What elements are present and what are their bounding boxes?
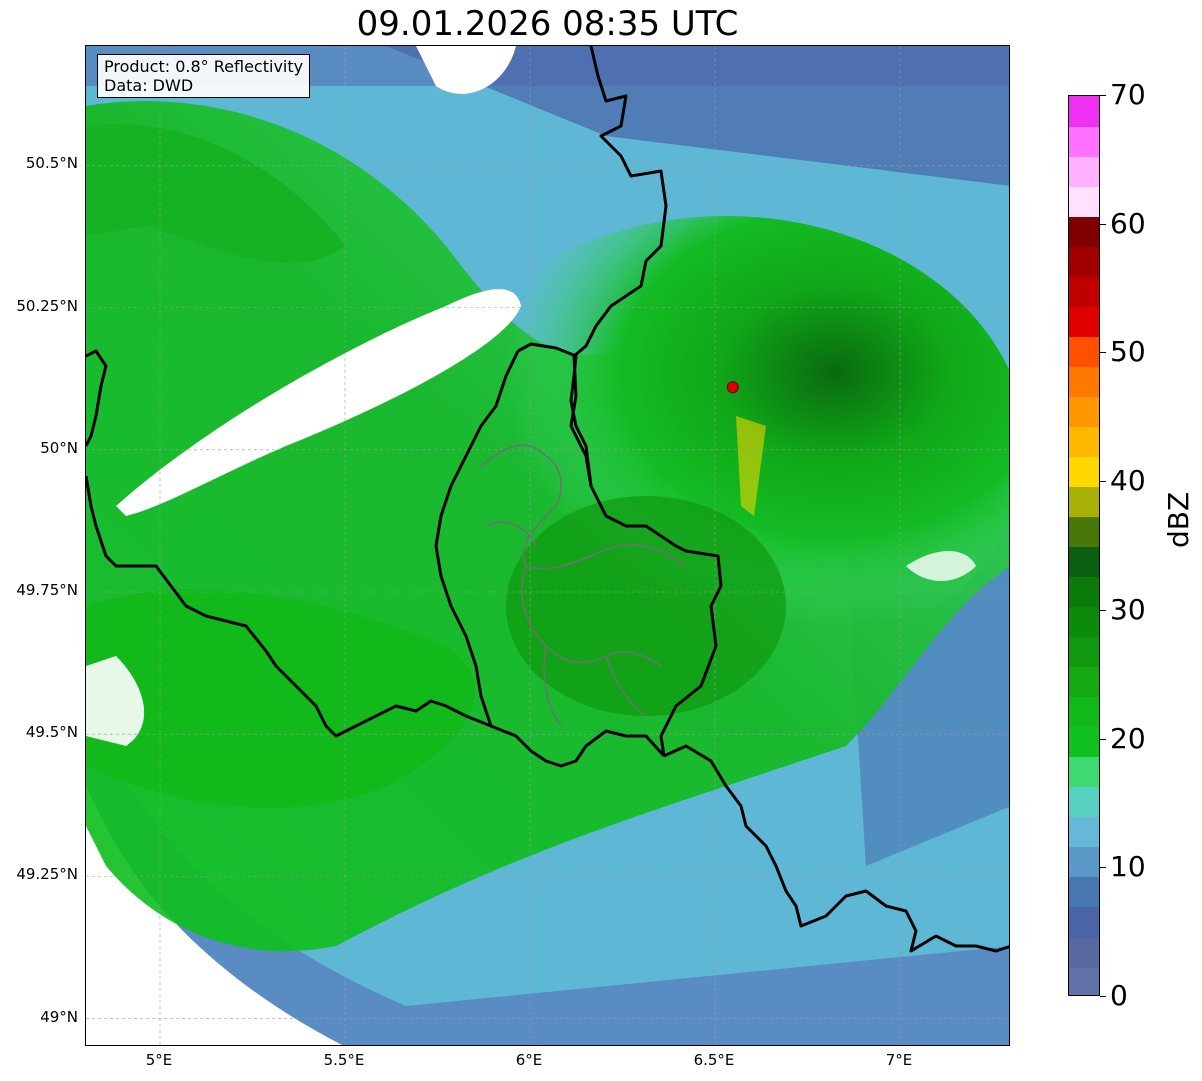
lat-tick-label: 49.5°N xyxy=(25,723,78,742)
colorbar-tick-label: 20 xyxy=(1110,721,1146,755)
lat-tick-label: 49°N xyxy=(40,1007,78,1026)
product-label: Product: 0.8° Reflectivity xyxy=(104,57,304,76)
radar-site-marker[interactable] xyxy=(726,381,739,394)
lat-tick-label: 49.25°N xyxy=(16,865,78,884)
colorbar-segment xyxy=(1069,516,1099,548)
colorbar-tick-label: 10 xyxy=(1110,850,1146,884)
colorbar-segment xyxy=(1069,966,1099,995)
colorbar-segment xyxy=(1069,306,1099,337)
colorbar-tick xyxy=(1100,352,1106,354)
colorbar-tick-label: 30 xyxy=(1110,592,1146,626)
product-info-box: Product: 0.8° Reflectivity Data: DWD xyxy=(97,54,311,98)
colorbar-segment xyxy=(1069,696,1099,728)
colorbar-tick-label: 70 xyxy=(1110,78,1146,111)
colorbar-segment xyxy=(1069,636,1099,668)
colorbar xyxy=(1068,95,1100,996)
colorbar-segment xyxy=(1069,606,1099,638)
colorbar-tick xyxy=(1100,738,1106,740)
colorbar-segment xyxy=(1069,906,1099,938)
colorbar-unit-label: dBZ xyxy=(1162,491,1195,548)
country-borders xyxy=(86,46,1009,953)
colorbar-segment xyxy=(1069,876,1099,908)
radar-map-canvas[interactable] xyxy=(86,46,1010,1046)
colorbar-segment xyxy=(1069,786,1099,818)
colorbar-tick-label: 40 xyxy=(1110,464,1146,498)
colorbar-segment xyxy=(1069,666,1099,698)
colorbar-segment xyxy=(1069,756,1099,788)
colorbar-segment xyxy=(1069,936,1099,968)
colorbar-segment xyxy=(1069,246,1099,277)
lon-tick-label: 5°E xyxy=(145,1051,173,1069)
district-borders xyxy=(480,444,687,727)
lat-tick-label: 49.75°N xyxy=(16,581,78,599)
reflectivity-field xyxy=(86,46,1009,1045)
colorbar-segment xyxy=(1069,126,1099,157)
lat-lon-grid xyxy=(86,46,1009,1045)
colorbar-tick xyxy=(1100,996,1106,997)
lon-tick-label: 5.5°E xyxy=(323,1051,365,1069)
colorbar-segment xyxy=(1069,486,1099,518)
colorbar-segment xyxy=(1069,366,1099,397)
colorbar-segment xyxy=(1069,336,1099,367)
colorbar-segment xyxy=(1069,546,1099,578)
colorbar-segment xyxy=(1069,426,1099,457)
colorbar-segment xyxy=(1069,846,1099,878)
colorbar-tick-label: 0 xyxy=(1110,979,1128,1012)
lat-tick-label: 50.5°N xyxy=(25,154,78,173)
colorbar-segment xyxy=(1069,186,1099,217)
lat-tick-label: 50°N xyxy=(40,438,78,457)
colorbar-segment xyxy=(1069,726,1099,758)
colorbar-segment xyxy=(1069,576,1099,608)
radar-map[interactable] xyxy=(85,45,1010,1046)
data-source-label: Data: DWD xyxy=(104,76,194,95)
colorbar-tick xyxy=(1100,481,1106,483)
colorbar-tick xyxy=(1100,95,1106,96)
lat-tick-label: 50.25°N xyxy=(16,296,78,315)
colorbar-segment xyxy=(1069,816,1099,848)
colorbar-tick xyxy=(1100,609,1106,611)
colorbar-segment xyxy=(1069,156,1099,187)
colorbar-segment xyxy=(1069,96,1099,127)
colorbar-segment xyxy=(1069,456,1099,488)
colorbar-tick xyxy=(1100,867,1106,869)
colorbar-segment xyxy=(1069,216,1099,247)
colorbar-tick xyxy=(1100,223,1106,225)
colorbar-segment xyxy=(1069,396,1099,427)
lon-tick-label: 6.5°E xyxy=(693,1051,735,1069)
colorbar-segment xyxy=(1069,276,1099,307)
colorbar-tick-label: 50 xyxy=(1110,335,1146,369)
page-title: 09.01.2026 08:35 UTC xyxy=(356,4,739,44)
lon-tick-label: 6°E xyxy=(515,1051,543,1069)
lon-tick-label: 7°E xyxy=(885,1051,913,1069)
colorbar-tick-label: 60 xyxy=(1110,206,1146,240)
